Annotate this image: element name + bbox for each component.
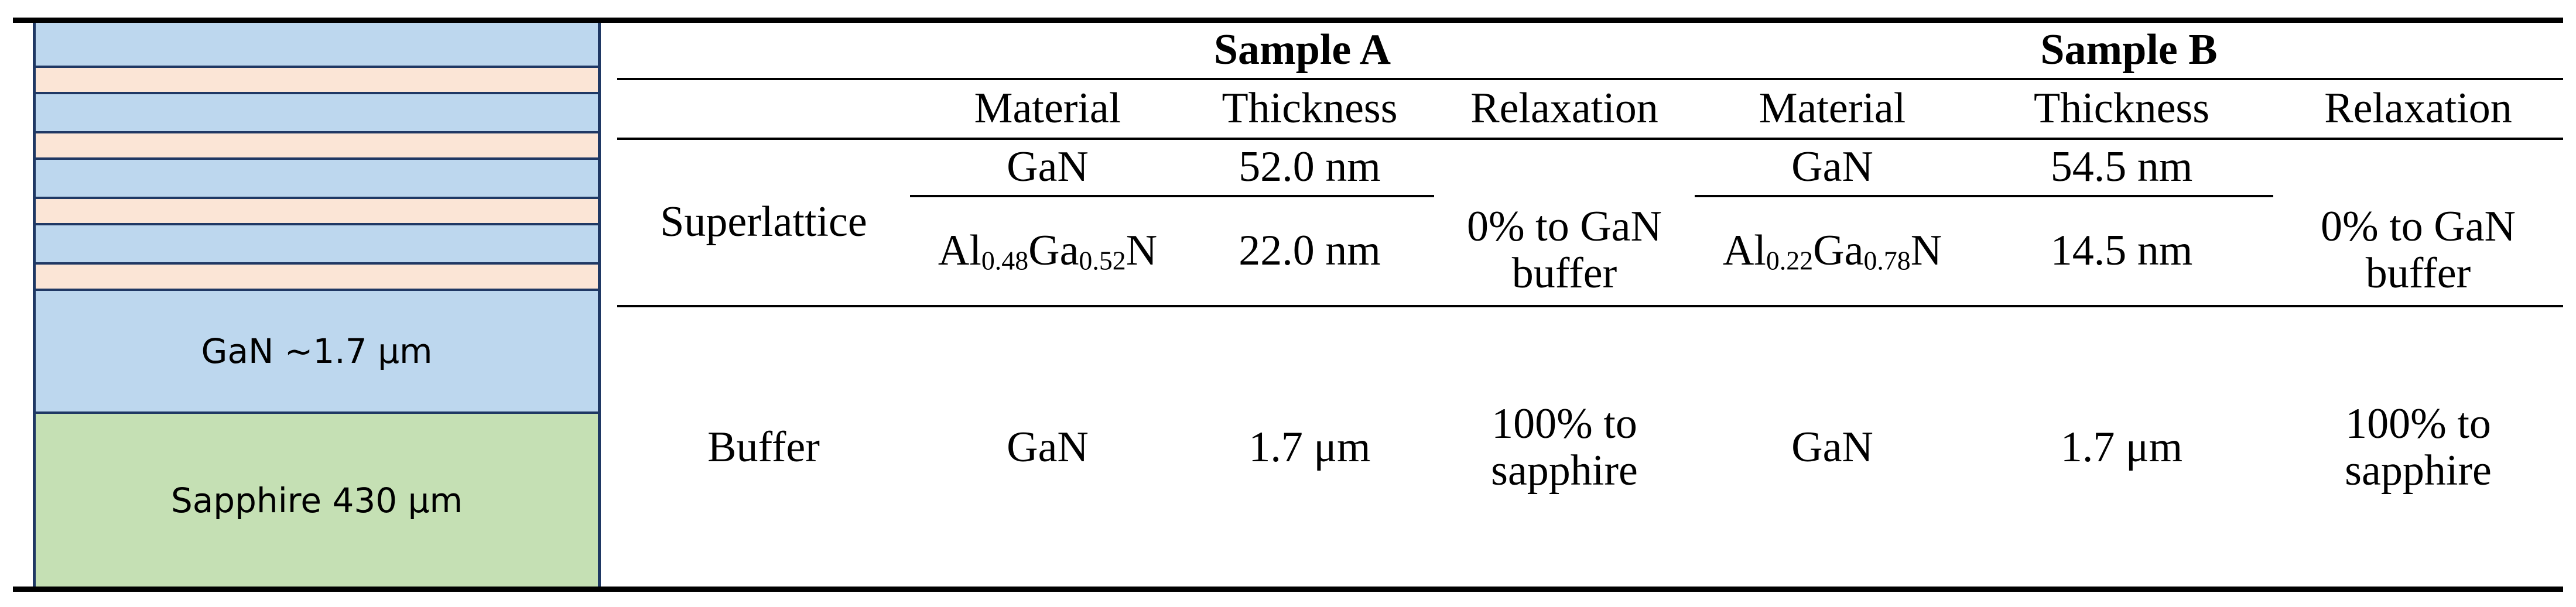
superlattice-algan-row: Al0.48Ga0.52N 22.0 nm 0% to GaN buffer Al… bbox=[617, 196, 2564, 307]
cell-b-relaxation-buffer: 100% to sapphire bbox=[2345, 399, 2492, 495]
cell-a-relaxation-buffer: 100% to sapphire bbox=[1491, 399, 1638, 495]
cell-b-thickness-algan: 14.5 nm bbox=[1970, 196, 2274, 307]
cell-b-thickness-buffer: 1.7 μm bbox=[2060, 423, 2183, 471]
col-material-b: Material bbox=[1695, 79, 1971, 140]
sample-b-header: Sample B bbox=[1695, 23, 2564, 80]
cell-b-thickness-gan: 54.5 nm bbox=[1970, 139, 2274, 197]
layer-stack-diagram: GaN ~1.7 μm Sapphire 430 μm bbox=[33, 23, 601, 587]
sample-header-row: Sample A Sample B bbox=[617, 23, 2564, 80]
col-relaxation-a: Relaxation bbox=[1434, 79, 1695, 140]
top-rule bbox=[13, 18, 2563, 23]
cell-b-relaxation-gan bbox=[2273, 139, 2563, 196]
superlattice-gan-row: Superlattice GaN 52.0 nm GaN 54.5 nm bbox=[617, 139, 2563, 307]
cell-b-relaxation-algan: 0% to GaN buffer bbox=[2273, 196, 2564, 307]
cell-b-material-algan: Al0.22Ga0.78N bbox=[1695, 196, 1971, 307]
cell-a-material-gan: GaN bbox=[910, 139, 1185, 197]
cell-b-material-buffer: GaN bbox=[1791, 423, 1873, 471]
col-relaxation-b: Relaxation bbox=[2273, 79, 2564, 140]
cell-a-thickness-buffer: 1.7 μm bbox=[1248, 423, 1371, 471]
gan-layer bbox=[36, 157, 598, 197]
algan-layer bbox=[36, 262, 598, 289]
cell-b-material-gan: GaN bbox=[1695, 139, 1971, 197]
cell-a-material-buffer: GaN bbox=[1007, 423, 1089, 471]
col-thickness-b: Thickness bbox=[1970, 79, 2274, 140]
col-material-a: Material bbox=[910, 79, 1185, 140]
cell-a-thickness-algan: 22.0 nm bbox=[1185, 196, 1434, 307]
gan-layer bbox=[36, 223, 598, 262]
cell-a-relaxation-gan bbox=[1434, 139, 1695, 196]
sample-a-header: Sample A bbox=[910, 23, 1695, 80]
bottom-rule bbox=[13, 587, 2563, 592]
buffer-label: Buffer bbox=[707, 423, 820, 471]
sapphire-substrate-layer: Sapphire 430 μm bbox=[36, 411, 598, 587]
sapphire-label: Sapphire 430 μm bbox=[170, 480, 463, 520]
algan-layer bbox=[36, 66, 598, 92]
cell-a-relaxation-algan: 0% to GaN buffer bbox=[1434, 196, 1695, 307]
column-header-row: Material Thickness Relaxation Material T… bbox=[617, 79, 2564, 140]
gan-layer bbox=[36, 92, 598, 131]
algan-layer bbox=[36, 197, 598, 223]
buffer-row: Buffer GaN 1.7 μm 100% to sapphire GaN 1.… bbox=[617, 306, 2563, 588]
algan-layer bbox=[36, 131, 598, 157]
gan-buffer-label: GaN ~1.7 μm bbox=[201, 331, 433, 371]
col-thickness-a: Thickness bbox=[1185, 79, 1434, 140]
cap-gan-layer bbox=[36, 23, 598, 66]
superlattice-label: Superlattice bbox=[617, 139, 910, 307]
sample-comparison-table: Sample A Sample B Material Thickness Rel… bbox=[617, 23, 2564, 588]
gan-buffer-layer: GaN ~1.7 μm bbox=[36, 289, 598, 411]
cell-a-thickness-gan: 52.0 nm bbox=[1185, 139, 1434, 197]
cell-a-material-algan: Al0.48Ga0.52N bbox=[910, 196, 1185, 307]
